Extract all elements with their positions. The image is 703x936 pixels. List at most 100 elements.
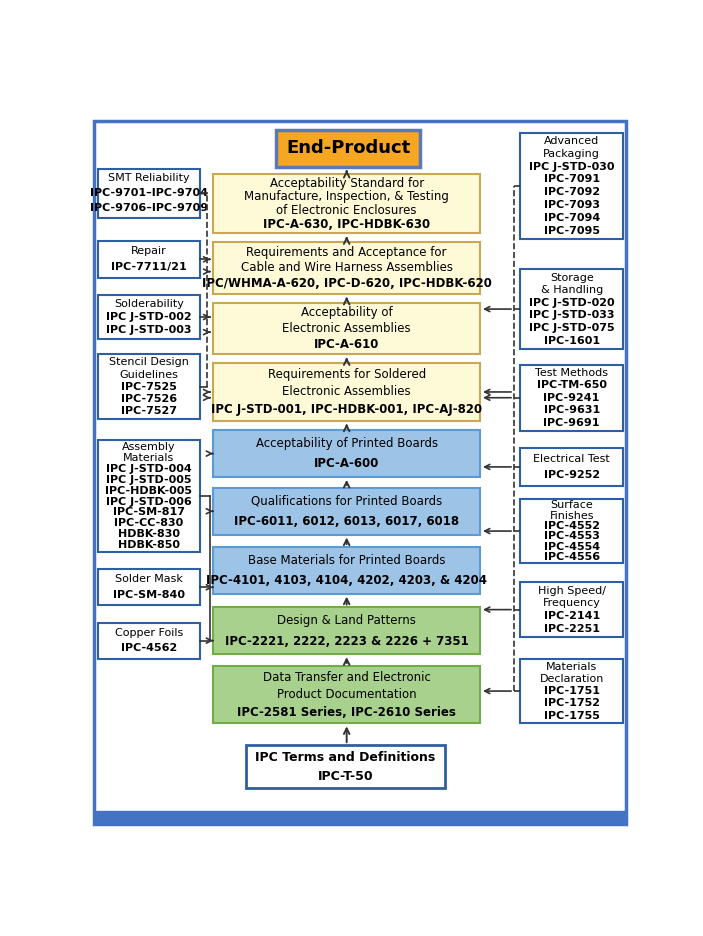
Text: Repair: Repair <box>131 246 167 256</box>
Text: IPC-9241: IPC-9241 <box>543 393 600 402</box>
FancyBboxPatch shape <box>213 607 480 654</box>
Text: IPC-HDBK-005: IPC-HDBK-005 <box>105 486 193 496</box>
Text: IPC-7093: IPC-7093 <box>543 200 600 210</box>
Text: of Electronic Enclosures: of Electronic Enclosures <box>276 204 417 217</box>
Text: IPC J-STD-002: IPC J-STD-002 <box>106 312 192 322</box>
Text: Solderability: Solderability <box>114 299 183 309</box>
Text: IPC-9701–IPC-9704: IPC-9701–IPC-9704 <box>90 188 208 198</box>
Text: IPC-4562: IPC-4562 <box>121 643 177 653</box>
Text: & Handling: & Handling <box>541 285 602 295</box>
Text: Manufacture, Inspection, & Testing: Manufacture, Inspection, & Testing <box>244 191 449 203</box>
FancyBboxPatch shape <box>213 547 480 593</box>
Text: HDBK-850: HDBK-850 <box>118 540 180 550</box>
Text: Design & Land Patterns: Design & Land Patterns <box>277 614 416 627</box>
Text: IPC-1751: IPC-1751 <box>543 686 600 696</box>
FancyBboxPatch shape <box>520 364 623 431</box>
Text: Acceptability Standard for: Acceptability Standard for <box>269 177 424 190</box>
Text: Cable and Wire Harness Assemblies: Cable and Wire Harness Assemblies <box>240 261 453 274</box>
FancyBboxPatch shape <box>213 665 480 724</box>
Text: Frequency: Frequency <box>543 598 600 608</box>
Text: IPC-7711/21: IPC-7711/21 <box>111 262 187 272</box>
Text: IPC J-STD-033: IPC J-STD-033 <box>529 311 614 320</box>
FancyBboxPatch shape <box>520 499 623 563</box>
Text: High Speed/: High Speed/ <box>538 586 606 595</box>
FancyBboxPatch shape <box>213 488 480 534</box>
Text: IPC J-STD-001, IPC-HDBK-001, IPC-AJ-820: IPC J-STD-001, IPC-HDBK-001, IPC-AJ-820 <box>211 402 482 416</box>
Text: Requirements and Acceptance for: Requirements and Acceptance for <box>247 246 447 258</box>
Text: Requirements for Soldered: Requirements for Soldered <box>268 368 426 381</box>
Text: Acceptability of: Acceptability of <box>301 306 392 319</box>
FancyBboxPatch shape <box>276 129 420 168</box>
Text: Qualifications for Printed Boards: Qualifications for Printed Boards <box>251 494 442 507</box>
Text: IPC-2221, 2222, 2223 & 2226 + 7351: IPC-2221, 2222, 2223 & 2226 + 7351 <box>225 635 468 648</box>
Text: Surface: Surface <box>550 501 593 510</box>
Text: IPC-9631: IPC-9631 <box>543 405 600 416</box>
Text: Electronic Assemblies: Electronic Assemblies <box>283 386 411 399</box>
Text: Materials: Materials <box>546 662 598 672</box>
Text: IPC-9706–IPC-9709: IPC-9706–IPC-9709 <box>90 203 208 212</box>
Text: IPC J-STD-003: IPC J-STD-003 <box>106 325 192 335</box>
Text: IPC J-STD-006: IPC J-STD-006 <box>106 496 192 506</box>
Text: IPC-1752: IPC-1752 <box>543 698 600 709</box>
Text: IPC J-STD-020: IPC J-STD-020 <box>529 298 614 308</box>
Text: IPC-7527: IPC-7527 <box>121 406 177 417</box>
Text: IPC-CC-830: IPC-CC-830 <box>115 519 183 528</box>
Text: Stencil Design: Stencil Design <box>109 358 189 368</box>
FancyBboxPatch shape <box>98 355 200 419</box>
Text: Acceptability of Printed Boards: Acceptability of Printed Boards <box>256 437 438 450</box>
Text: Declaration: Declaration <box>539 674 604 684</box>
Text: IPC J-STD-004: IPC J-STD-004 <box>106 464 192 474</box>
Text: IPC-2141: IPC-2141 <box>543 611 600 621</box>
Text: Data Transfer and Electronic: Data Transfer and Electronic <box>263 671 431 683</box>
Text: IPC-4101, 4103, 4104, 4202, 4203, & 4204: IPC-4101, 4103, 4104, 4202, 4203, & 4204 <box>206 574 487 587</box>
FancyBboxPatch shape <box>520 270 623 349</box>
Text: IPC-2251: IPC-2251 <box>543 623 600 634</box>
Text: IPC-4552: IPC-4552 <box>543 521 600 531</box>
FancyBboxPatch shape <box>213 302 480 355</box>
FancyBboxPatch shape <box>520 448 623 486</box>
Text: IPC-7525: IPC-7525 <box>121 382 177 392</box>
FancyBboxPatch shape <box>213 431 480 477</box>
Text: IPC/WHMA-A-620, IPC-D-620, IPC-HDBK-620: IPC/WHMA-A-620, IPC-D-620, IPC-HDBK-620 <box>202 277 491 290</box>
Text: Test Methods: Test Methods <box>535 368 608 378</box>
Text: Finishes: Finishes <box>550 511 594 520</box>
Text: Base Materials for Printed Boards: Base Materials for Printed Boards <box>248 554 446 566</box>
FancyBboxPatch shape <box>98 168 200 217</box>
Text: IPC-4554: IPC-4554 <box>543 542 600 551</box>
Text: IPC-4556: IPC-4556 <box>543 552 600 562</box>
Text: IPC-SM-840: IPC-SM-840 <box>113 590 185 600</box>
FancyBboxPatch shape <box>98 241 200 278</box>
Text: Guidelines: Guidelines <box>120 370 179 380</box>
Text: IPC-7091: IPC-7091 <box>543 174 600 184</box>
Text: IPC-1755: IPC-1755 <box>543 710 600 721</box>
Text: IPC-7095: IPC-7095 <box>543 226 600 236</box>
Text: IPC-4553: IPC-4553 <box>543 532 600 541</box>
Text: End-Product: End-Product <box>286 139 410 157</box>
Text: IPC-9252: IPC-9252 <box>543 470 600 480</box>
Text: IPC-2581 Series, IPC-2610 Series: IPC-2581 Series, IPC-2610 Series <box>237 706 456 719</box>
Text: IPC-SM-817: IPC-SM-817 <box>113 507 185 518</box>
Text: HDBK-830: HDBK-830 <box>118 529 180 539</box>
Text: IPC-7094: IPC-7094 <box>543 213 600 223</box>
Text: IPC-7526: IPC-7526 <box>121 394 177 404</box>
FancyBboxPatch shape <box>246 745 445 788</box>
FancyBboxPatch shape <box>98 569 200 606</box>
FancyBboxPatch shape <box>213 174 480 233</box>
Text: IPC-7092: IPC-7092 <box>543 187 600 197</box>
FancyBboxPatch shape <box>98 440 200 552</box>
Text: IPC-9691: IPC-9691 <box>543 417 600 428</box>
Text: Storage: Storage <box>550 272 593 283</box>
Text: Product Documentation: Product Documentation <box>277 688 416 701</box>
Text: Electronic Assemblies: Electronic Assemblies <box>283 322 411 335</box>
FancyBboxPatch shape <box>520 133 623 240</box>
Text: IPC-A-600: IPC-A-600 <box>314 458 380 470</box>
Text: IPC-A-630, IPC-HDBK-630: IPC-A-630, IPC-HDBK-630 <box>263 218 430 231</box>
Text: IPC J-STD-075: IPC J-STD-075 <box>529 323 614 333</box>
Text: IPC J-STD-030: IPC J-STD-030 <box>529 162 614 171</box>
Text: Materials: Materials <box>123 453 174 463</box>
Text: Packaging: Packaging <box>543 149 600 159</box>
FancyBboxPatch shape <box>520 659 623 724</box>
Text: IPC-A-610: IPC-A-610 <box>314 338 380 351</box>
FancyBboxPatch shape <box>94 812 626 825</box>
FancyBboxPatch shape <box>98 622 200 659</box>
